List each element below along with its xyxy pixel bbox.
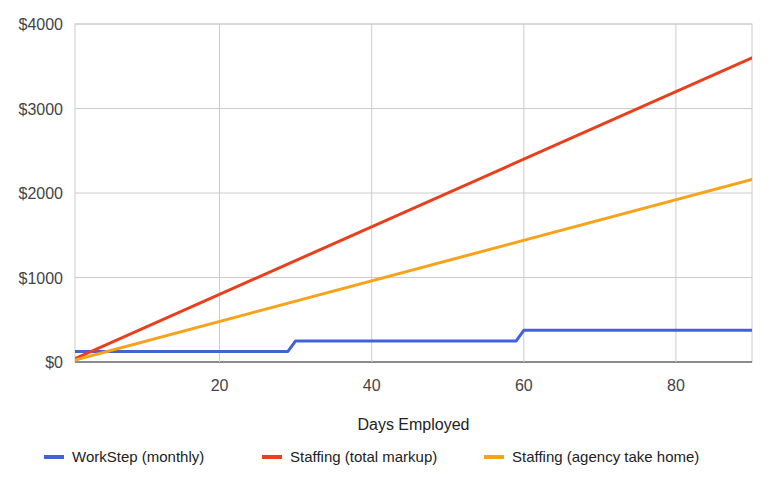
x-tick-label: 60 bbox=[515, 377, 533, 394]
y-tick-label: $3000 bbox=[19, 101, 64, 118]
chart: $0 $1000 $2000 $3000 $4000 20 40 60 80 Days Emplo… bbox=[0, 0, 770, 479]
x-tick-label: 80 bbox=[667, 377, 685, 394]
legend-label: Staffing (total markup) bbox=[290, 448, 437, 465]
x-grid-line bbox=[675, 24, 676, 362]
y-tick-label: $0 bbox=[45, 354, 63, 371]
x-grid-line bbox=[219, 24, 220, 362]
series-line bbox=[75, 58, 752, 359]
x-grid-line bbox=[371, 24, 372, 362]
y-grid-line bbox=[75, 277, 752, 278]
x-tick-label: 40 bbox=[363, 377, 381, 394]
series-group bbox=[75, 58, 752, 360]
y-tick-label: $1000 bbox=[19, 270, 64, 287]
x-tick-label: 20 bbox=[211, 377, 229, 394]
legend-label: WorkStep (monthly) bbox=[72, 448, 204, 465]
y-grid-line bbox=[75, 362, 752, 363]
y-grid-line bbox=[75, 108, 752, 109]
y-tick-label: $4000 bbox=[19, 16, 64, 33]
legend-label: Staffing (agency take home) bbox=[512, 448, 699, 465]
y-tick-label: $2000 bbox=[19, 185, 64, 202]
y-grid-line bbox=[75, 24, 752, 25]
y-grid-line bbox=[75, 193, 752, 194]
x-grid-line bbox=[523, 24, 524, 362]
legend-swatch bbox=[44, 455, 64, 459]
legend-swatch bbox=[484, 455, 504, 459]
plot-frame bbox=[75, 24, 752, 362]
x-axis-label: Days Employed bbox=[357, 416, 469, 433]
legend-swatch bbox=[262, 455, 282, 459]
series-line bbox=[75, 179, 752, 359]
